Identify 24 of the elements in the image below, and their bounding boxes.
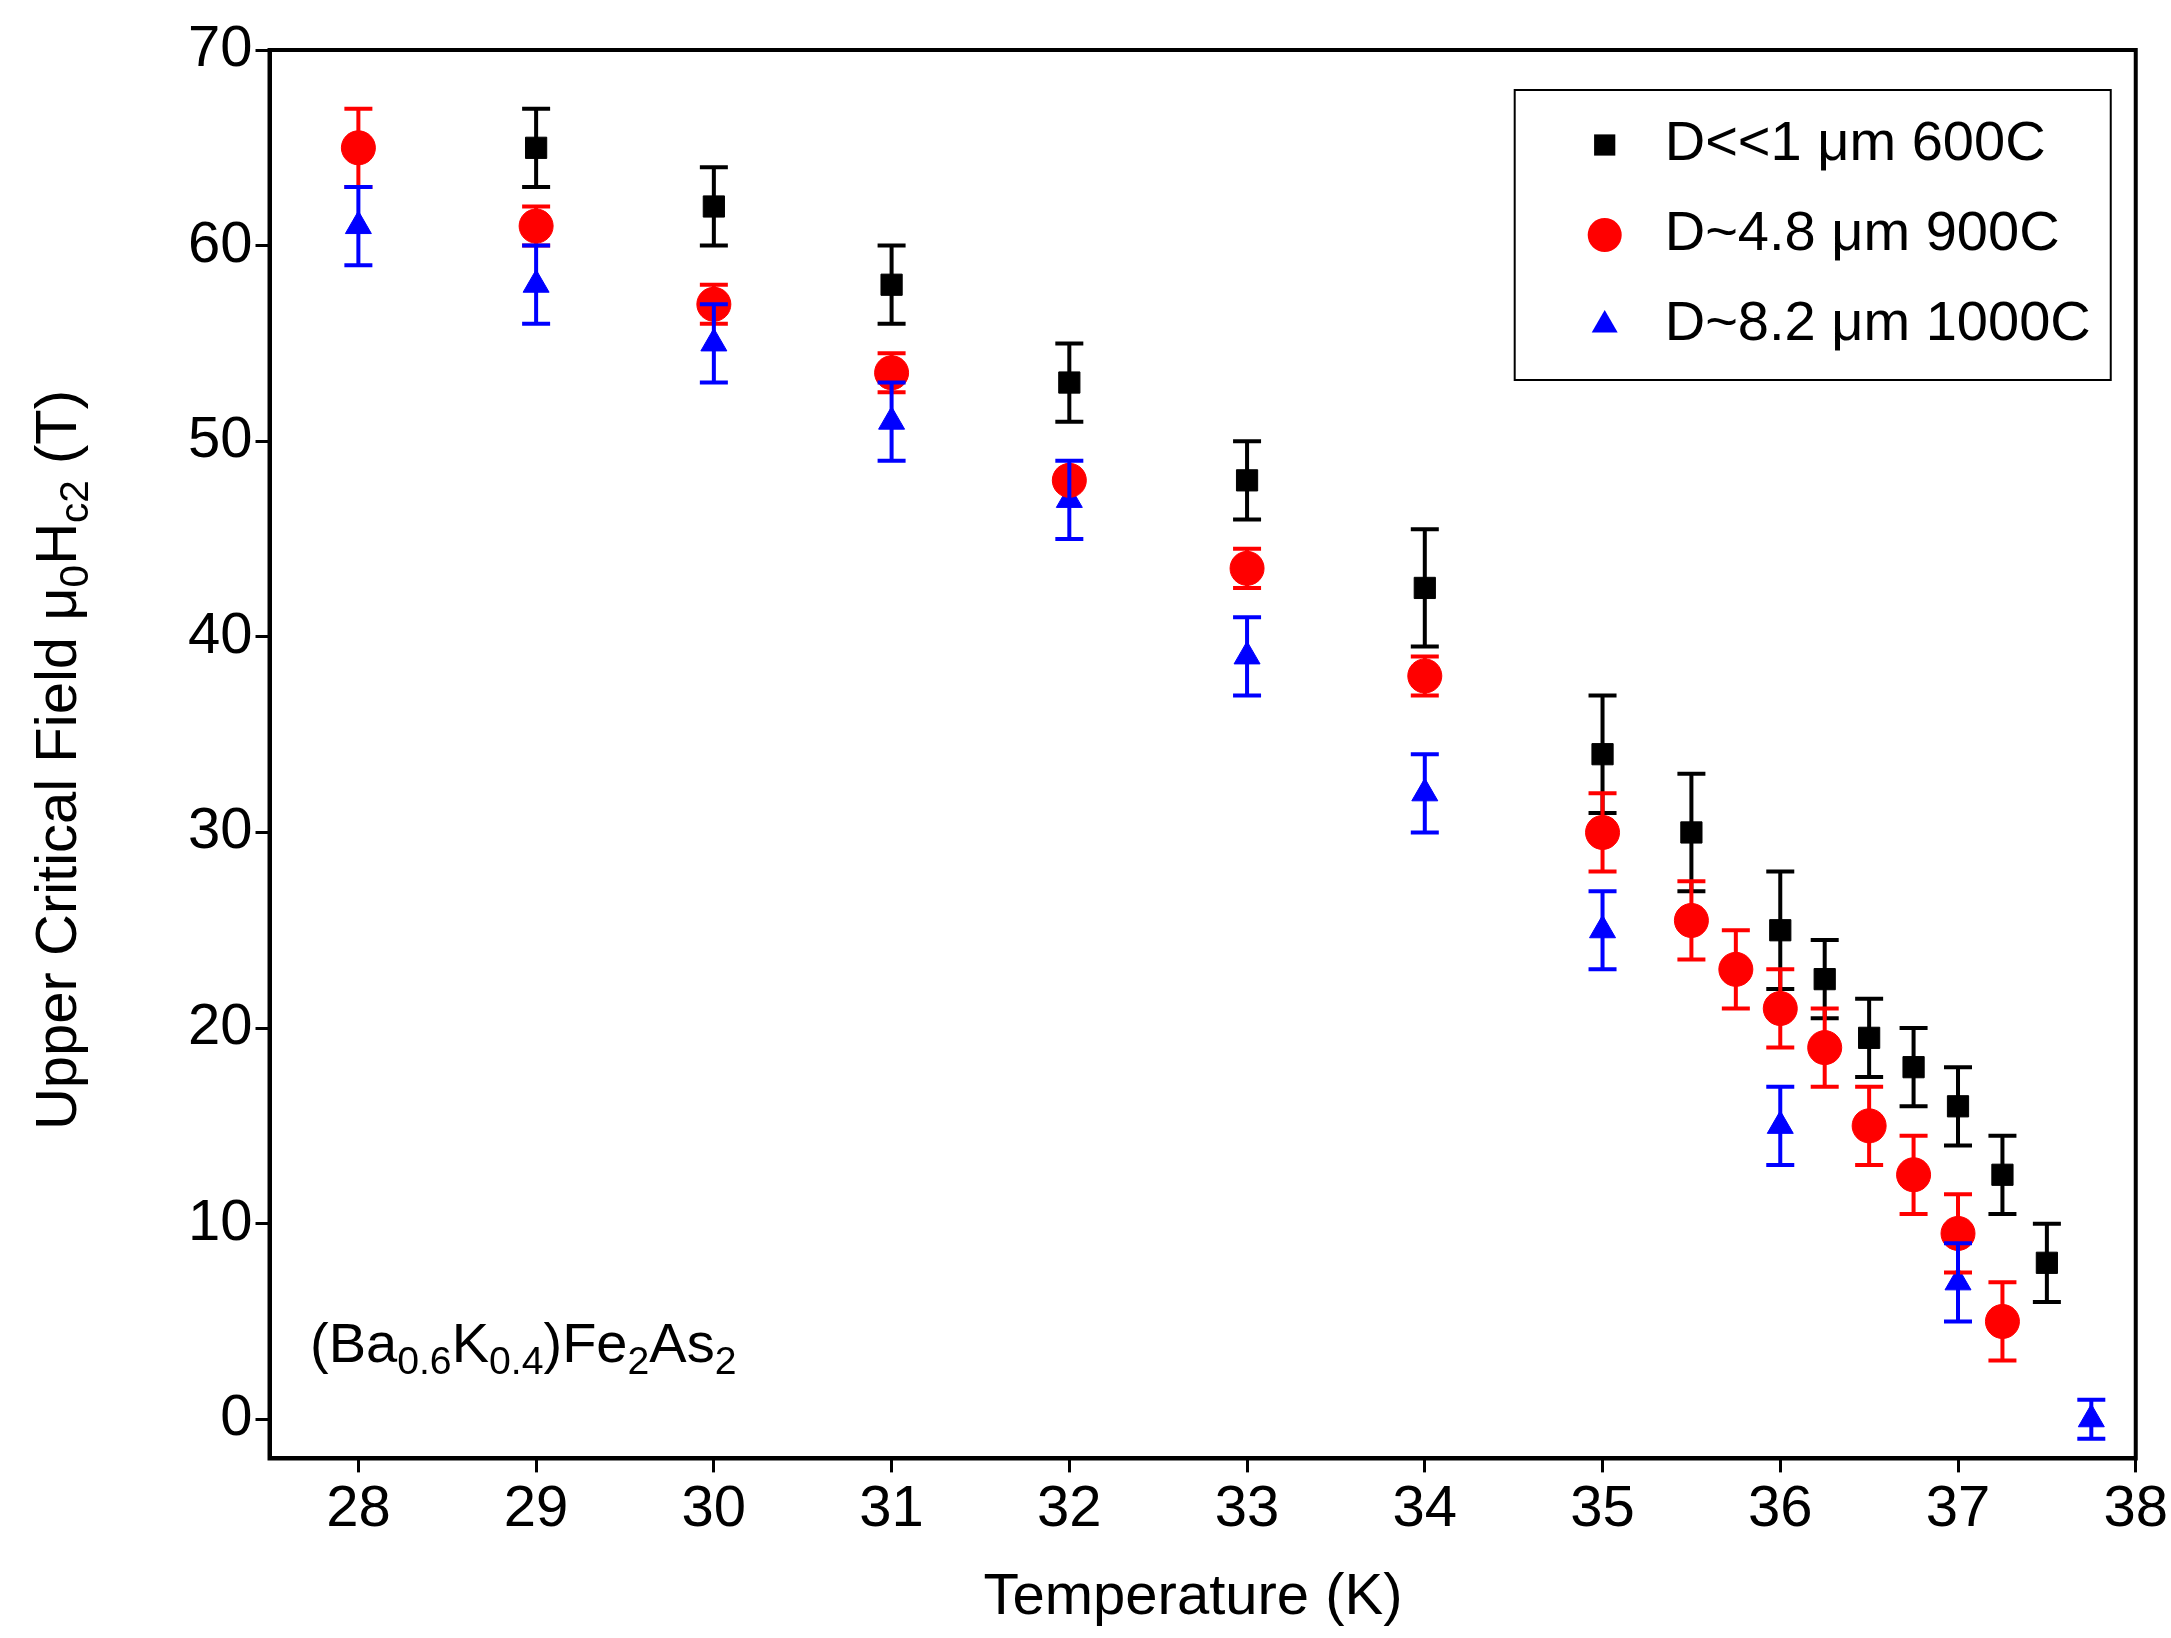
x-tick-label: 38	[2103, 1473, 2168, 1539]
y-tick-label: 40	[188, 599, 253, 665]
x-tick-label: 30	[681, 1473, 747, 1539]
x-tick-label: 35	[1570, 1473, 1635, 1539]
legend-label: D~8.2 μm 1000C	[1664, 289, 2091, 353]
x-tick-label: 36	[1748, 1473, 1813, 1539]
legend-label: D~4.8 μm 900C	[1664, 199, 2060, 263]
y-tick-label: 0	[220, 1382, 253, 1448]
annotation: (Ba$_{0.6}$K$_{0.4}$)Fe$_{2}$As$_{2}$	[310, 1310, 737, 1384]
x-tick-label: 33	[1214, 1473, 1280, 1539]
x-tick-label: 28	[326, 1473, 391, 1539]
legend-label: D<<1 μm 600C	[1664, 109, 2046, 173]
x-axis-title: Temperature (K)	[983, 1560, 1403, 1627]
x-tick-label: 31	[859, 1473, 924, 1539]
y-tick-label: 70	[188, 13, 253, 78]
x-tick-label: 32	[1037, 1473, 1102, 1539]
y-tick-label: 20	[188, 991, 253, 1057]
x-tick-label: 34	[1392, 1473, 1458, 1539]
y-tick-label: 10	[188, 1186, 253, 1252]
y-tick-label: 30	[188, 795, 253, 861]
y-tick-label: 50	[188, 404, 253, 470]
y-tick-label: 60	[188, 208, 253, 274]
x-tick-label: 37	[1925, 1473, 1991, 1539]
x-tick-label: 29	[503, 1473, 569, 1539]
